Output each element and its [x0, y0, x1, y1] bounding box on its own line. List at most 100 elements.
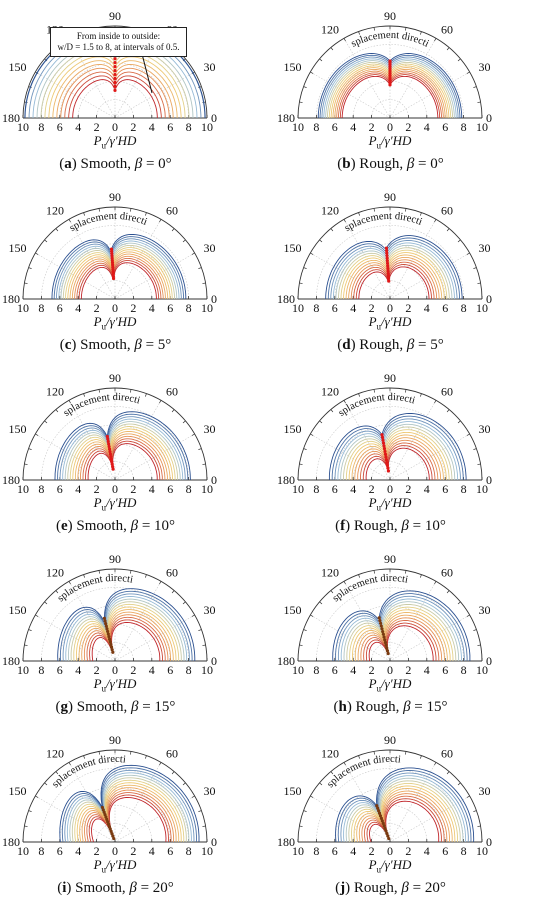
panel-h: 10 8 6 4 2 0 2 4 6 8 10 0 30 60 90 120 150 180 Displacemen…	[271, 535, 550, 723]
caption-f: (f) Rough, β = 10°	[335, 518, 446, 534]
cusp-marker	[385, 259, 389, 263]
series-line	[330, 240, 458, 299]
angle-tick	[405, 27, 407, 31]
angle-label: 90	[109, 9, 121, 23]
series-line	[351, 434, 444, 480]
radial-tick-label: 8	[38, 482, 44, 496]
cusp-marker	[383, 449, 387, 454]
series-line	[357, 614, 445, 662]
grid-ray	[310, 252, 391, 300]
cusp-marker	[106, 437, 110, 441]
angle-label: 150	[284, 241, 302, 255]
angle-label: 90	[109, 190, 121, 204]
radial-tick-label: 8	[38, 663, 44, 677]
series-line	[343, 252, 445, 300]
cusp-marker	[105, 627, 109, 631]
series-line	[51, 233, 187, 299]
panel-f: 10 8 6 4 2 0 2 4 6 8 10 0 30 60 90 120 150 180 Displacemen…	[271, 354, 550, 542]
radial-tick-label: 10	[17, 844, 29, 858]
grid-circle	[371, 823, 409, 843]
angle-tick	[130, 389, 132, 393]
polar-chart-e: 10864202468100306090120150180Displacemen…	[0, 354, 217, 496]
cusp-marker	[104, 624, 108, 628]
radial-tick-label: 4	[424, 120, 430, 134]
cusp-marker	[386, 271, 390, 276]
series-line	[58, 240, 180, 299]
angle-tick	[473, 810, 477, 812]
angle-tick	[457, 601, 461, 605]
radial-tick-label: 6	[442, 120, 448, 134]
angle-label: 120	[321, 385, 339, 399]
radial-tick-label: 4	[350, 663, 356, 677]
series-line	[345, 254, 443, 299]
series-line	[355, 264, 432, 299]
radial-tick-label: 2	[94, 301, 100, 315]
grid-circle	[41, 225, 189, 300]
radial-tick-label: 2	[94, 844, 100, 858]
cusp-marker	[386, 466, 390, 470]
grid-ray	[114, 219, 162, 300]
radial-tick-label: 2	[130, 301, 136, 315]
cusp-marker	[386, 469, 391, 473]
series-line	[343, 426, 453, 480]
angle-tick	[202, 825, 206, 827]
cusp-marker	[113, 80, 117, 85]
series-line	[335, 767, 475, 843]
grid-circle	[41, 587, 189, 662]
angle-tick	[130, 208, 132, 212]
series-line	[59, 764, 200, 843]
angle-tick	[310, 614, 314, 617]
angle-tick	[466, 614, 470, 617]
arc-label: Displacement direction	[0, 173, 149, 234]
angle-tick	[171, 771, 175, 775]
series-line	[332, 242, 455, 300]
angle-tick	[182, 601, 186, 605]
radial-tick-label: 10	[476, 120, 488, 134]
grid-ray	[114, 433, 195, 481]
angle-tick	[446, 47, 450, 51]
radial-tick-label: 10	[201, 120, 213, 134]
radial-tick-label: 2	[130, 482, 136, 496]
caption-i: (i) Smooth, β = 20°	[57, 880, 174, 896]
panel-i: 10864202468100306090120150180Displacemen…	[0, 716, 275, 904]
caption-a: (a) Smooth, β = 0°	[59, 156, 172, 172]
radial-tick-label: 4	[149, 844, 155, 858]
cusp-marker	[106, 632, 110, 636]
angle-tick	[373, 389, 375, 393]
angle-label: 60	[441, 747, 453, 761]
radial-tick-label: 6	[442, 844, 448, 858]
angle-tick	[191, 795, 195, 798]
radial-tick-label: 10	[292, 844, 304, 858]
angle-tick	[446, 771, 450, 775]
angle-tick	[457, 239, 461, 243]
cusp-marker	[380, 433, 384, 437]
angle-label: 30	[478, 241, 490, 255]
grid-ray	[343, 400, 391, 481]
radial-tick-label: 4	[149, 482, 155, 496]
angle-tick	[466, 795, 470, 798]
radial-tick-label: 4	[75, 301, 81, 315]
angle-tick	[310, 252, 314, 255]
series-line	[343, 775, 467, 843]
angle-tick	[44, 239, 48, 243]
angle-label: 120	[46, 204, 64, 218]
angle-tick	[83, 212, 85, 216]
series-line	[365, 447, 430, 480]
series-line	[91, 797, 167, 843]
series-line	[351, 782, 458, 843]
angle-tick	[35, 433, 39, 436]
radial-tick-label: 8	[186, 844, 192, 858]
radial-tick-label: 8	[461, 844, 467, 858]
angle-tick	[68, 400, 71, 404]
arc-label: Displacement direction	[271, 535, 409, 604]
angle-tick	[434, 762, 437, 766]
series-line	[354, 612, 448, 662]
angle-tick	[303, 629, 307, 631]
polar-chart-g: 10864202468100306090120150180Displacemen…	[0, 535, 217, 677]
cusp-marker	[386, 276, 391, 281]
radial-tick-label: 4	[149, 301, 155, 315]
series-line	[334, 418, 461, 481]
angle-tick	[68, 762, 71, 766]
series-line	[335, 593, 468, 662]
angle-label: 0	[211, 292, 217, 306]
